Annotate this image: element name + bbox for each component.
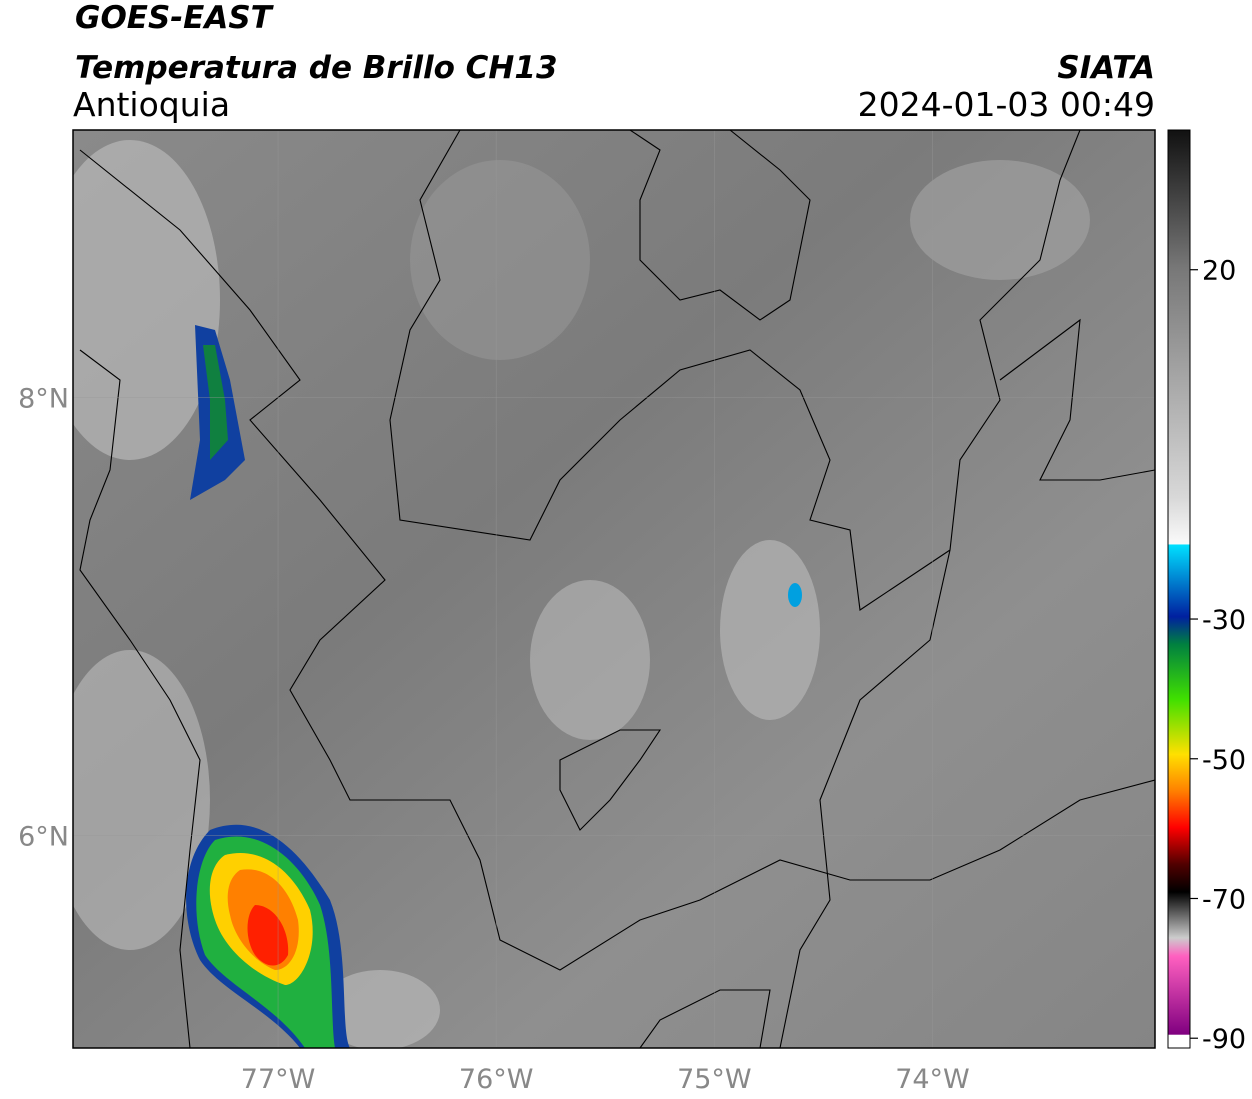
- subtitle: Temperatura de Brillo CH13: [75, 50, 558, 86]
- colorbar-tick-label: -90: [1202, 1024, 1246, 1055]
- source: SIATA: [1057, 50, 1155, 86]
- datetime: 2024-01-03 00:49: [858, 85, 1155, 124]
- colorbar-tick-label: -30: [1202, 605, 1246, 636]
- map-frame: [72, 129, 1156, 1049]
- x-tick-label: 74°W: [895, 1064, 970, 1095]
- colorbar: [1167, 129, 1191, 1049]
- x-tick-label: 77°W: [241, 1064, 316, 1095]
- colorbar-tick-label: -50: [1202, 745, 1246, 776]
- y-tick-label: 6°N: [18, 821, 69, 852]
- region: Antioquia: [73, 85, 230, 124]
- map-image: [73, 130, 1155, 1048]
- title: GOES-EAST: [75, 0, 275, 36]
- x-tick-label: 75°W: [677, 1064, 752, 1095]
- x-tick-label: 76°W: [459, 1064, 534, 1095]
- y-tick-label: 8°N: [18, 383, 69, 414]
- colorbar-tick-label: 20: [1202, 256, 1236, 287]
- colorbar-tick-label: -70: [1202, 884, 1246, 915]
